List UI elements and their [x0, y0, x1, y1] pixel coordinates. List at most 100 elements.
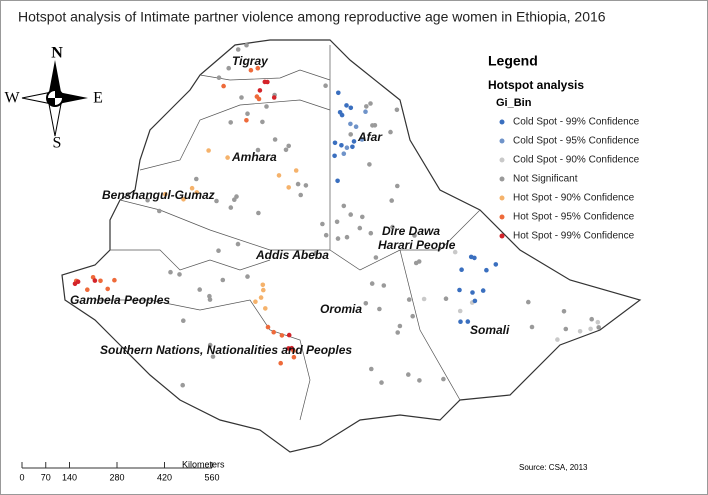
hotspot-point [168, 269, 173, 275]
region-label: Harari People [378, 238, 456, 252]
hotspot-point [181, 318, 186, 324]
legend-subtitle: Hotspot analysis [488, 78, 584, 92]
legend-swatch [499, 195, 505, 201]
hotspot-point [248, 67, 254, 73]
hotspot-point [286, 346, 291, 351]
legend-field: Gi_Bin [496, 97, 532, 109]
hotspot-point [265, 324, 271, 330]
hotspot-point [244, 118, 249, 123]
hotspot-point [341, 151, 347, 156]
scale-label: 280 [109, 472, 124, 482]
legend-label: Hot Spot - 99% Confidence [513, 231, 635, 242]
hotspot-point [353, 124, 359, 129]
scale-label: 70 [41, 472, 51, 482]
hotspot-point [254, 94, 260, 99]
region-boundaries [95, 45, 481, 421]
scale-label: 560 [204, 472, 219, 482]
hotspot-point [561, 309, 567, 314]
hotspot-point [368, 230, 374, 236]
hotspot-point [577, 329, 583, 334]
hotspot-point [484, 267, 489, 273]
hotspot-point [235, 47, 241, 52]
hotspot-point [105, 286, 110, 292]
region-label: Tigray [232, 54, 269, 68]
hotspot-point [257, 88, 263, 93]
hotspot-point [180, 382, 185, 388]
hotspot-point [337, 110, 343, 115]
hotspot-point [367, 162, 372, 167]
hotspot-point [493, 262, 499, 267]
hotspot-point [412, 233, 417, 238]
hotspot-point [291, 354, 297, 360]
hotspot-point [278, 360, 284, 366]
scale-bar: 0 70 140 280 420 560 Kilometers [19, 459, 225, 482]
hotspot-point [596, 325, 601, 330]
hotspot-point [320, 221, 325, 227]
hotspot-point [207, 293, 212, 299]
hotspot-point [272, 137, 278, 142]
hotspot-point [260, 119, 265, 125]
hotspot-point [258, 295, 264, 300]
hotspot-point [389, 198, 395, 203]
hotspot-point [323, 232, 329, 238]
hotspot-point [283, 147, 289, 153]
hotspot-point [470, 290, 475, 295]
hotspot-point [395, 183, 400, 189]
legend-label: Hot Spot - 90% Confidence [513, 193, 635, 204]
hotspot-point [228, 120, 233, 125]
hotspot-point [239, 95, 244, 100]
hotspot-point [313, 250, 319, 256]
hotspot-point [465, 319, 471, 324]
hotspot-point [298, 192, 304, 198]
hotspot-point [221, 83, 226, 89]
legend-title: Legend [488, 53, 538, 69]
hotspot-point [413, 260, 419, 266]
hotspot-point [344, 234, 350, 240]
hotspot-point [350, 144, 355, 150]
compass-label: E [93, 90, 103, 107]
hotspot-point [458, 319, 463, 325]
hotspot-point [406, 372, 411, 377]
hotspot-point [472, 255, 477, 261]
hotspot-point [417, 378, 422, 383]
hotspot-point [351, 139, 357, 144]
hotspot-point [379, 380, 384, 385]
hotspot-point [457, 287, 462, 293]
hotspot-point [279, 333, 285, 338]
compass-rose: N S W E [4, 45, 102, 152]
hotspot-point [303, 183, 309, 188]
hotspot-point [348, 105, 354, 111]
hotspot-point [370, 123, 375, 128]
hotspot-point [443, 296, 449, 302]
hotspot-point [163, 191, 168, 197]
hotspot-point [457, 308, 463, 314]
hotspot-point [293, 168, 299, 173]
hotspot-point [220, 277, 226, 283]
hotspot-point [263, 306, 268, 311]
hotspot-point [369, 366, 374, 372]
legend-label: Not Significant [513, 174, 578, 185]
hotspot-point [197, 287, 202, 292]
hotspot-point [271, 95, 277, 100]
hotspot-point [360, 214, 365, 220]
hotspot-point [295, 181, 301, 187]
hotspot-point [210, 354, 216, 359]
compass-label: S [53, 135, 62, 152]
hotspot-point [255, 147, 261, 153]
scale-label: 0 [19, 472, 24, 482]
legend-swatch [499, 233, 505, 239]
hotspot-point [271, 329, 277, 335]
compass-label: W [4, 90, 20, 107]
hotspot-point [228, 205, 234, 210]
hotspot-point [260, 282, 266, 288]
legend-label: Cold Spot - 90% Confidence [513, 155, 640, 166]
hotspot-point [112, 277, 117, 283]
hotspot-point [395, 330, 401, 335]
hotspot-point [410, 313, 416, 319]
hotspot-point [348, 132, 354, 137]
region-label: Amhara [231, 150, 277, 164]
region-label: Afar [357, 130, 383, 144]
region-label: Benshangul-Gumaz [102, 188, 215, 202]
hotspot-point [225, 155, 230, 160]
hotspot-point [226, 65, 231, 71]
